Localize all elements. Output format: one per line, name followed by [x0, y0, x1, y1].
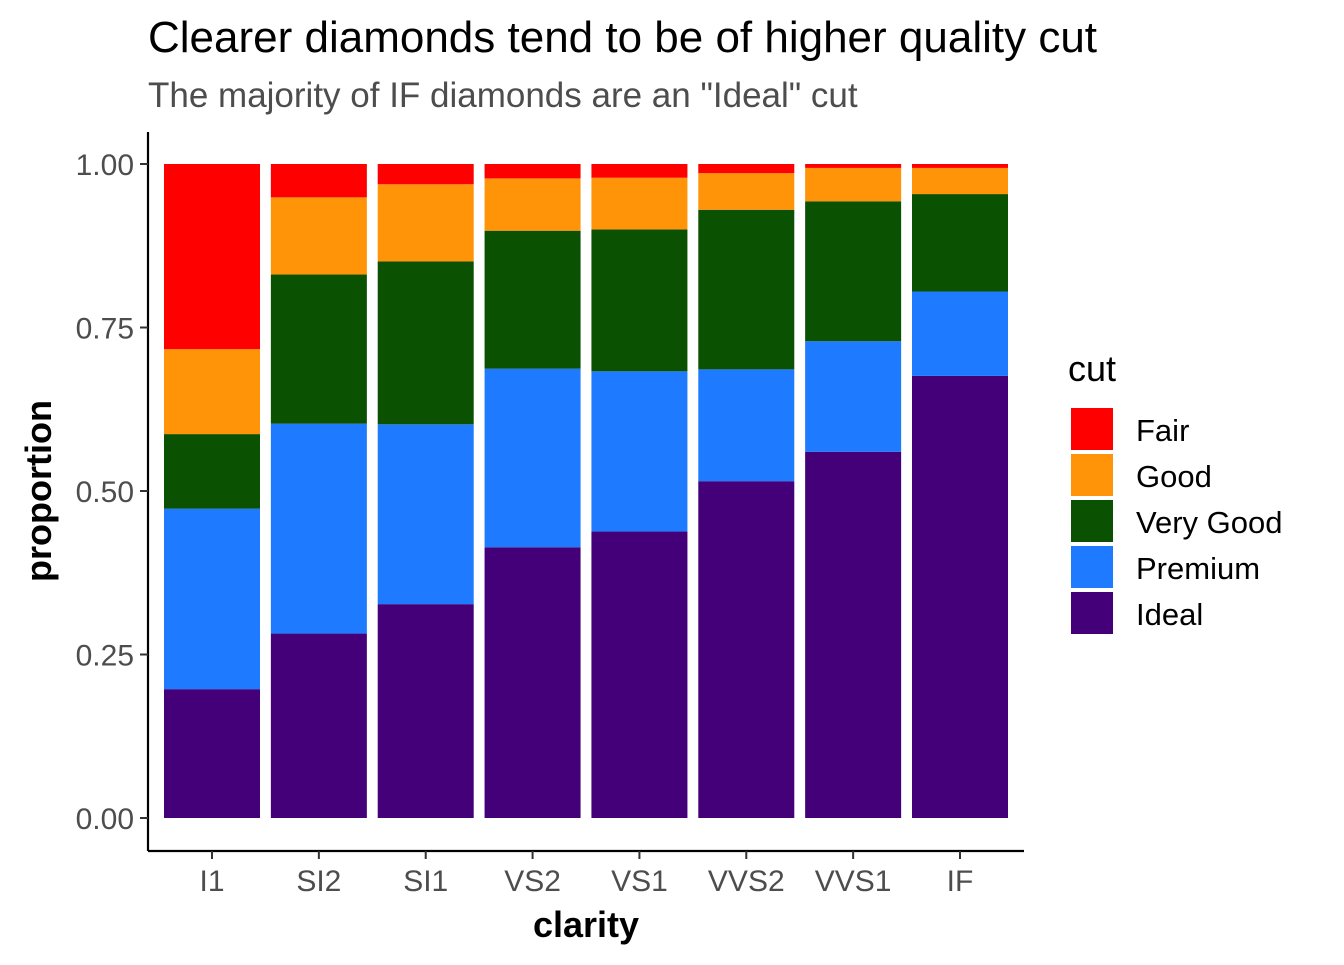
x-axis-title: clarity	[533, 904, 639, 945]
bar-i1-premium	[164, 508, 260, 690]
bar-si2-good	[270, 197, 367, 275]
bar-i1-good	[164, 349, 260, 435]
bar-vvs1-premium	[805, 341, 902, 452]
chart-title: Clearer diamonds tend to be of higher qu…	[148, 13, 1097, 62]
x-tick-label: VVS2	[708, 865, 785, 898]
bar-vvs1-good	[805, 167, 902, 202]
bars-group	[164, 164, 1008, 818]
bar-si1-premium	[377, 424, 474, 605]
x-tick-label: SI2	[296, 865, 341, 898]
legend-label: Ideal	[1136, 597, 1203, 632]
bar-if-premium	[912, 291, 1008, 376]
bar-i1-ideal	[164, 689, 260, 818]
legend-key-premium	[1071, 546, 1113, 588]
bar-vs2-good	[484, 178, 581, 231]
bar-si2-premium	[270, 423, 367, 634]
bar-si1-good	[377, 184, 474, 262]
y-tick-label: 0.25	[76, 640, 134, 673]
legend-label: Good	[1136, 459, 1212, 494]
bar-if-very-good	[912, 194, 1008, 292]
legend-key-fair	[1071, 408, 1113, 450]
bar-if-ideal	[912, 375, 1008, 818]
legend-key-very-good	[1071, 500, 1113, 542]
x-tick-label: I1	[199, 865, 224, 898]
bar-if-good	[912, 167, 1008, 195]
x-tick-label: VS1	[611, 865, 668, 898]
legend-label: Fair	[1136, 413, 1189, 448]
bar-vs2-fair	[484, 164, 581, 179]
axes-group: 0.00 0.25 0.50 0.75 1.00 I1 SI2 SI1 VS2 VS1 VVS2 VV…	[76, 132, 1024, 898]
bar-si1-fair	[377, 164, 474, 185]
bar-vvs1-ideal	[805, 451, 902, 818]
bar-vvs2-ideal	[698, 481, 795, 818]
bar-vvs2-very-good	[698, 209, 795, 370]
legend: cut Fair Good Very Good Premium Ideal	[1068, 348, 1282, 634]
bar-si1-very-good	[377, 261, 474, 425]
bar-vs2-very-good	[484, 230, 581, 369]
chart-subtitle: The majority of IF diamonds are an "Idea…	[148, 76, 858, 115]
bar-si1-ideal	[377, 604, 474, 818]
legend-key-ideal	[1071, 592, 1113, 634]
bar-vvs2-good	[698, 173, 795, 210]
x-tick-label: IF	[947, 865, 974, 898]
bar-vs1-fair	[591, 164, 688, 178]
y-tick-label: 0.75	[76, 313, 134, 346]
bar-vs2-premium	[484, 368, 581, 548]
x-tick-label: VS2	[504, 865, 561, 898]
bar-vs1-very-good	[591, 229, 688, 372]
y-tick-label: 0.00	[76, 803, 134, 836]
bar-si2-fair	[270, 164, 367, 198]
legend-label: Premium	[1136, 551, 1260, 586]
bar-vvs1-very-good	[805, 201, 902, 342]
bar-i1-fair	[164, 164, 260, 350]
y-tick-label: 1.00	[76, 149, 134, 182]
bar-vs2-ideal	[484, 547, 581, 818]
bar-i1-very-good	[164, 434, 260, 509]
x-tick-label: SI1	[403, 865, 448, 898]
legend-label: Very Good	[1136, 505, 1282, 540]
x-tick-label: VVS1	[815, 865, 892, 898]
y-axis-title: proportion	[18, 400, 59, 582]
bar-si2-ideal	[270, 633, 367, 818]
bar-vvs1-fair	[805, 164, 902, 168]
bar-vs1-good	[591, 177, 688, 230]
bar-vs1-ideal	[591, 531, 688, 818]
bar-vvs2-fair	[698, 164, 795, 174]
bar-vs1-premium	[591, 371, 688, 532]
legend-key-good	[1071, 454, 1113, 496]
y-tick-label: 0.50	[76, 476, 134, 509]
bar-si2-very-good	[270, 274, 367, 424]
legend-title: cut	[1068, 348, 1116, 389]
bar-if-fair	[912, 164, 1008, 168]
bar-vvs2-premium	[698, 369, 795, 482]
